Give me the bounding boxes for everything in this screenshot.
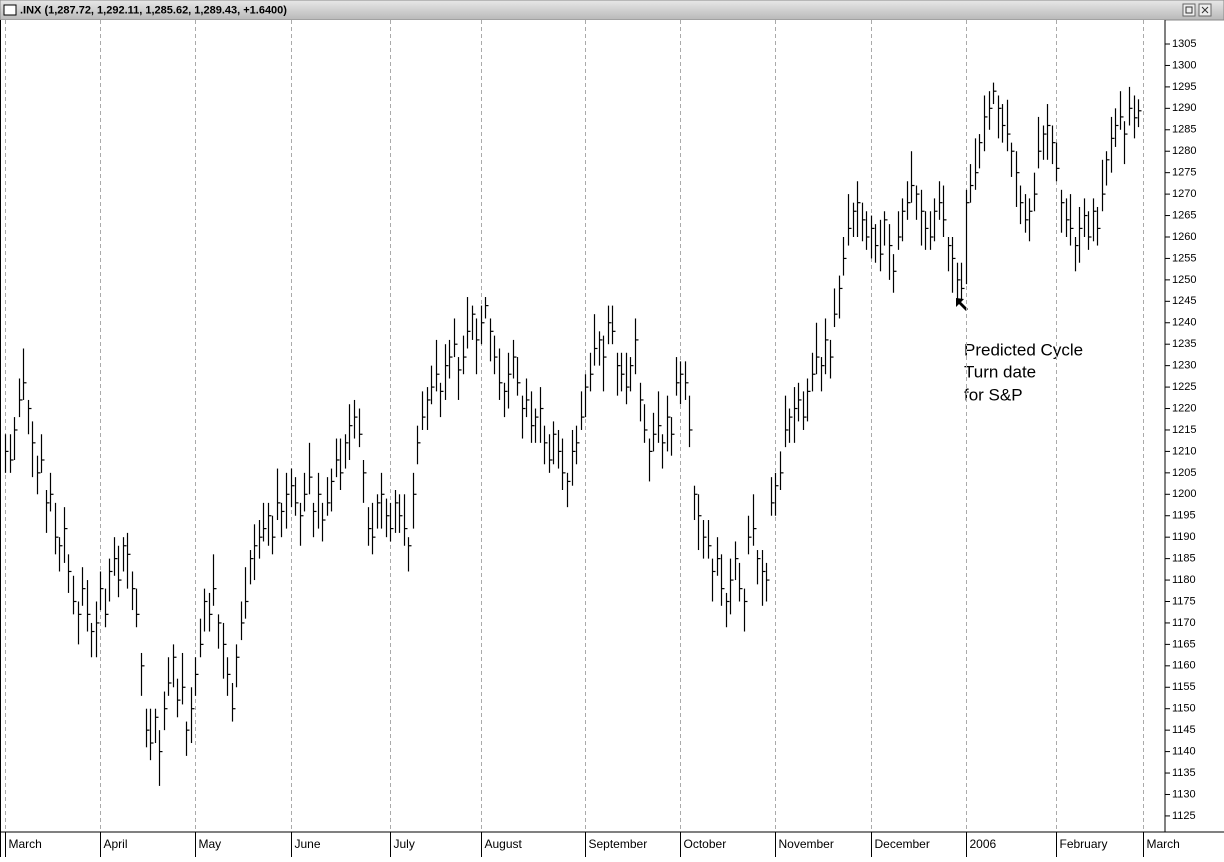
annotation-line: for S&P: [964, 385, 1023, 404]
x-tick-label: July: [394, 837, 415, 851]
y-tick-label: 1170: [1172, 617, 1196, 629]
x-tick-label: May: [199, 837, 222, 851]
x-tick-label: August: [485, 837, 523, 851]
y-tick-label: 1280: [1172, 145, 1196, 157]
y-tick-label: 1210: [1172, 445, 1196, 457]
x-tick-label: June: [295, 837, 321, 851]
y-tick-label: 1305: [1172, 38, 1196, 50]
restore-button[interactable]: [1182, 3, 1196, 17]
x-tick-label: February: [1060, 837, 1108, 851]
y-tick-label: 1265: [1172, 209, 1196, 221]
y-tick-label: 1185: [1172, 553, 1196, 565]
y-tick-label: 1240: [1172, 317, 1196, 329]
x-tick-label: March: [9, 837, 42, 851]
annotation-line: Turn date: [964, 362, 1036, 381]
y-tick-label: 1160: [1172, 660, 1196, 672]
y-tick-label: 1245: [1172, 295, 1196, 307]
y-tick-label: 1125: [1172, 810, 1196, 822]
chart-title: .INX (1,287.72, 1,292.11, 1,285.62, 1,28…: [20, 4, 287, 16]
restore-icon: [1185, 6, 1193, 14]
y-tick-label: 1230: [1172, 360, 1196, 372]
annotation-arrow: [956, 298, 968, 311]
y-tick-label: 1135: [1172, 767, 1196, 779]
y-tick-label: 1180: [1172, 574, 1196, 586]
y-tick-label: 1285: [1172, 124, 1196, 136]
y-tick-label: 1200: [1172, 488, 1196, 500]
y-tick-label: 1250: [1172, 274, 1196, 286]
y-tick-label: 1255: [1172, 252, 1196, 264]
y-tick-label: 1150: [1172, 703, 1196, 715]
x-tick-label: April: [104, 837, 128, 851]
y-tick-label: 1205: [1172, 467, 1196, 479]
y-tick-label: 1295: [1172, 81, 1196, 93]
y-tick-label: 1270: [1172, 188, 1196, 200]
x-tick-label: October: [684, 837, 727, 851]
x-tick-label: March: [1147, 837, 1180, 851]
y-tick-label: 1190: [1172, 531, 1196, 543]
y-tick-label: 1275: [1172, 167, 1196, 179]
annotation: Predicted Cycle Turn date for S&P: [956, 298, 1083, 404]
y-tick-label: 1215: [1172, 424, 1196, 436]
y-tick-label: 1300: [1172, 59, 1196, 71]
x-tick-label: September: [589, 837, 648, 851]
y-tick-label: 1195: [1172, 510, 1196, 522]
y-tick-label: 1175: [1172, 595, 1196, 607]
x-tick-label: December: [875, 837, 930, 851]
y-tick-label: 1290: [1172, 102, 1196, 114]
close-icon: [1201, 6, 1209, 14]
y-tick-label: 1220: [1172, 402, 1196, 414]
window-icon: [3, 4, 17, 16]
y-tick-label: 1140: [1172, 745, 1196, 757]
y-tick-label: 1260: [1172, 231, 1196, 243]
x-tick-label: November: [779, 837, 834, 851]
y-tick-label: 1155: [1172, 681, 1196, 693]
y-tick-label: 1165: [1172, 638, 1196, 650]
y-tick-label: 1145: [1172, 724, 1196, 736]
y-tick-label: 1130: [1172, 788, 1196, 800]
y-tick-label: 1225: [1172, 381, 1196, 393]
annotation-line: Predicted Cycle: [964, 340, 1083, 359]
y-tick-label: 1235: [1172, 338, 1196, 350]
plot-area: [0, 20, 1165, 832]
x-tick-label: 2006: [970, 837, 997, 851]
